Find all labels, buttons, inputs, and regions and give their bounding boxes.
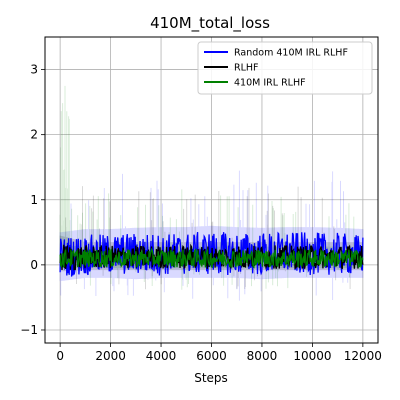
y-tick-label: 2	[30, 128, 38, 142]
x-tick-label: 0	[56, 349, 64, 363]
legend-entry-label: 410M IRL RLHF	[234, 78, 306, 89]
series-line	[59, 247, 364, 269]
plot-area	[59, 85, 364, 301]
x-tick-label: 8000	[247, 349, 278, 363]
legend-entry-label: Random 410M IRL RLHF	[234, 48, 348, 59]
series-group	[59, 85, 364, 301]
x-tick-label: 12000	[344, 349, 382, 363]
x-axis-label: Steps	[194, 371, 228, 385]
legend-entry-label: RLHF	[234, 63, 259, 74]
y-tick-label: 3	[30, 63, 38, 77]
x-tick-label: 2000	[95, 349, 126, 363]
chart-title: 410M_total_loss	[150, 14, 270, 33]
y-tick-label: −1	[20, 323, 38, 337]
y-tick-label: 1	[30, 193, 38, 207]
x-tick-label: 6000	[196, 349, 227, 363]
x-tick-label: 4000	[146, 349, 177, 363]
legend: Random 410M IRL RLHF RLHF 410M IRL RLHF	[197, 41, 373, 95]
x-tick-label: 10000	[293, 349, 331, 363]
y-tick-label: 0	[30, 258, 38, 272]
axis-ticks: 0 2000 4000 6000 8000 10000 12000 −1 0 1 2 3	[20, 63, 382, 363]
legend-box	[197, 41, 373, 95]
